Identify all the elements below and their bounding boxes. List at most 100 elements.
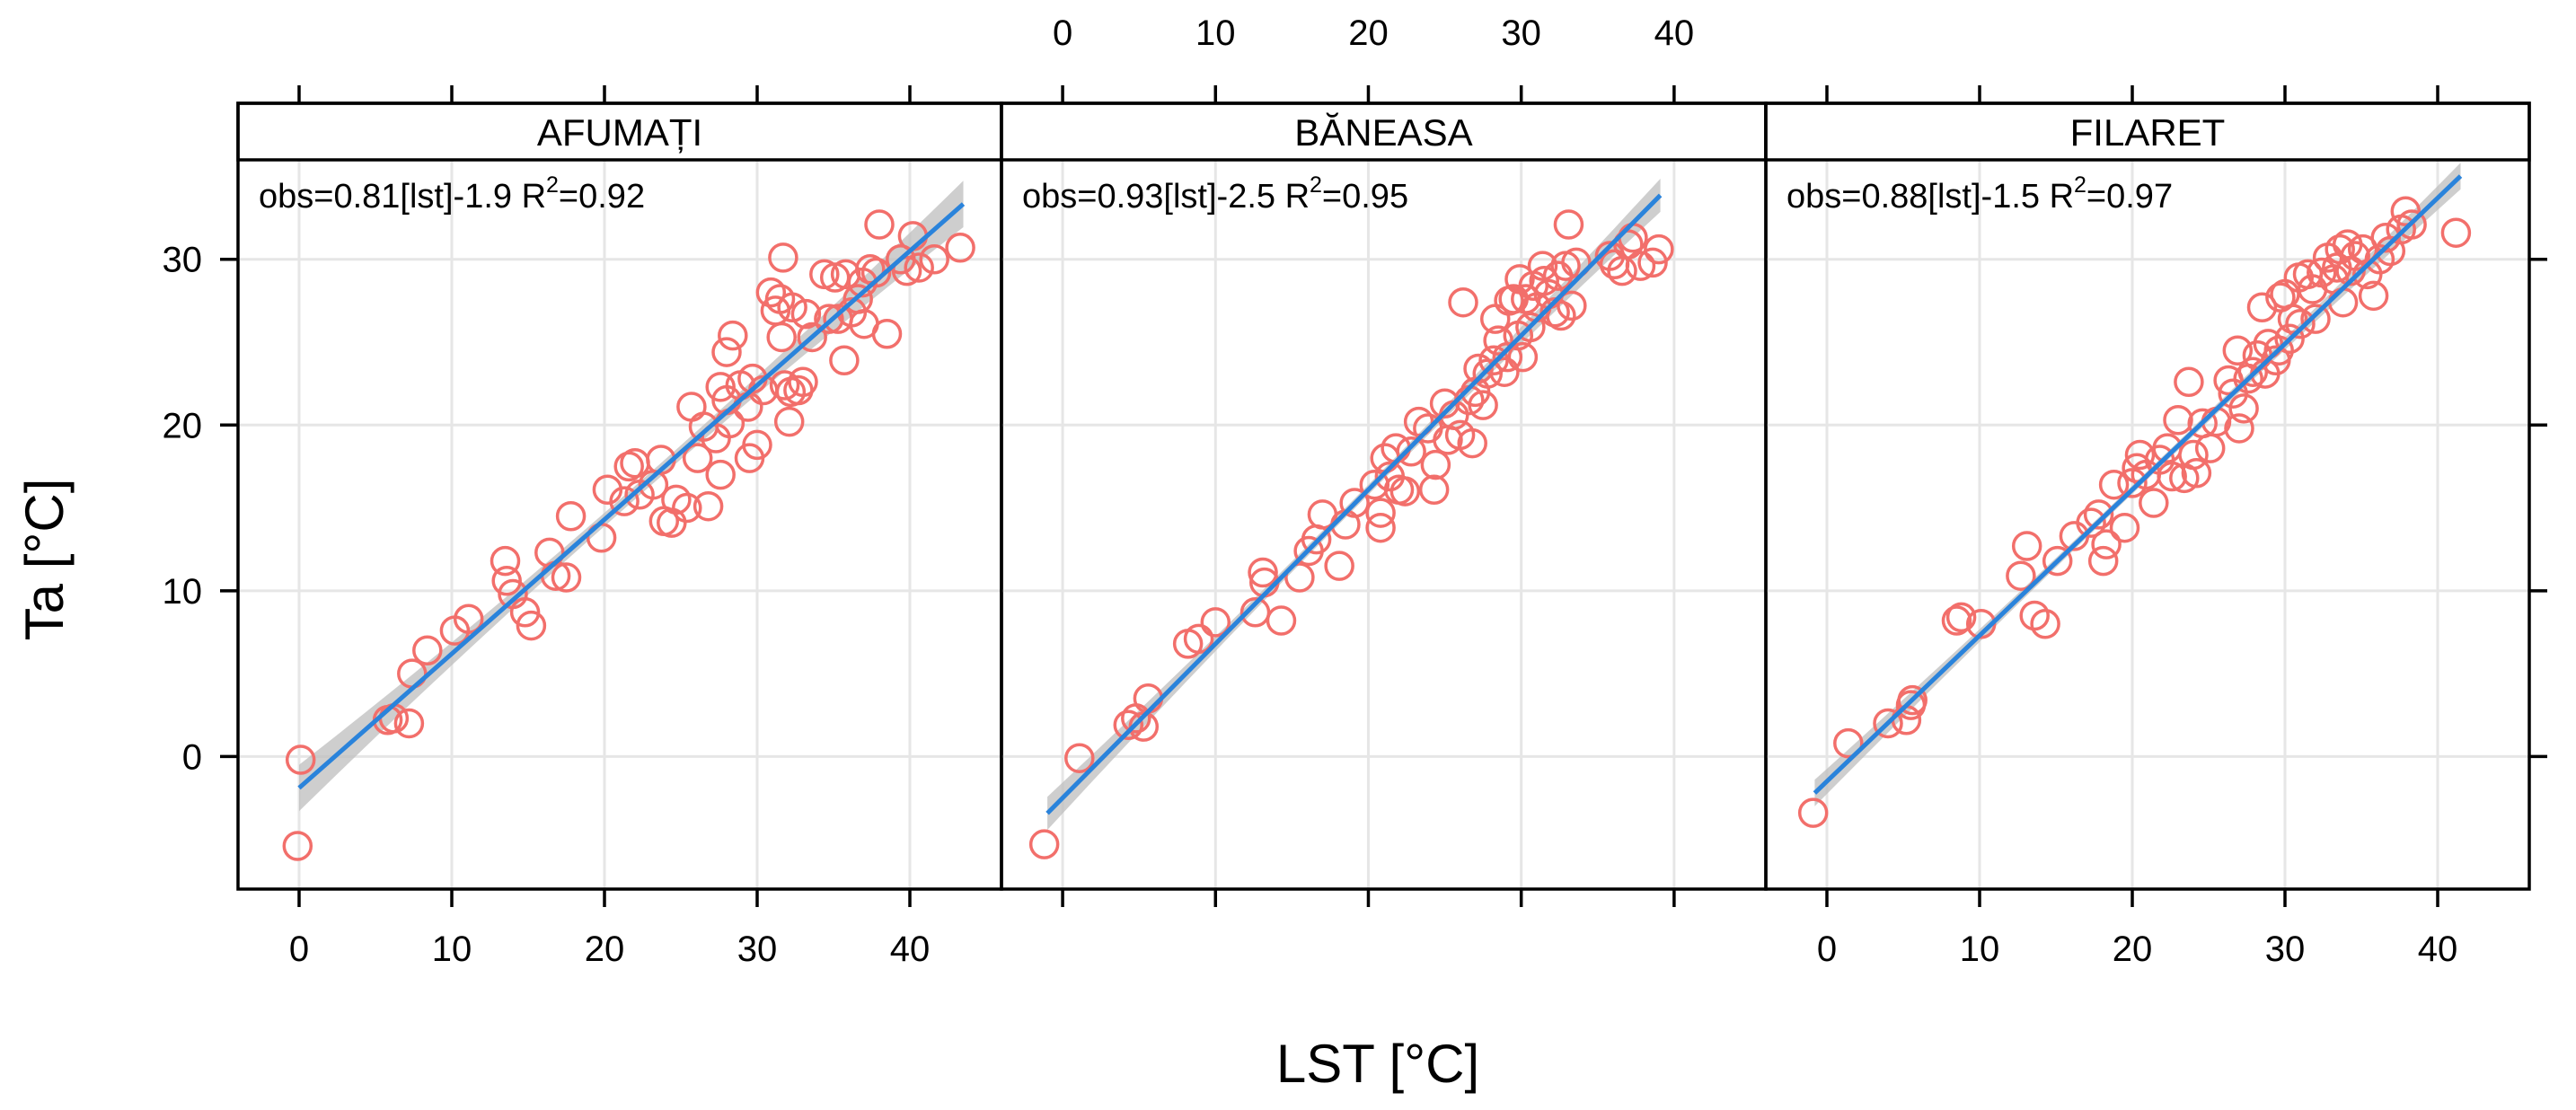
data-point [1797,797,1829,828]
data-point [1483,325,1513,356]
regression-line [297,202,966,790]
data-point [2224,413,2254,444]
data-point [1183,623,1214,655]
data-point [551,562,582,593]
data-point [1468,390,1498,420]
data-point [2139,488,2169,518]
data-point [711,337,742,367]
data-point [788,366,818,398]
data-point [1365,498,1396,528]
data-point [1448,286,1478,318]
x-tick-label: 20 [585,929,625,969]
data-point [490,545,521,577]
data-point [2181,458,2212,489]
x-tick-label-top: 40 [1654,13,1695,53]
r2-superscript: 2 [2074,172,2086,198]
data-point [1457,427,1487,459]
y-axis-title: Ta [°C] [14,479,75,641]
x-tick-label-top: 20 [1348,13,1389,53]
data-point [1561,247,1592,278]
panel-frame [1764,101,2531,891]
data-point [1557,290,1587,322]
data-point [393,708,425,739]
data-point [2124,439,2156,471]
data-point [1945,602,1977,633]
data-point [1546,300,1576,331]
x-tick-label: 0 [289,929,309,969]
data-point [2396,209,2427,240]
data-point [2228,393,2259,424]
data-point [2091,529,2122,559]
data-point [1266,605,1297,636]
data-point [1527,251,1558,281]
data-point [1339,488,1370,518]
data-point [2098,469,2130,500]
y-tick-label: 10 [163,572,203,612]
data-point [2030,608,2060,639]
data-point [1200,607,1231,638]
data-point [1833,727,1864,759]
x-axis-title: LST [°C] [1276,1034,1479,1094]
data-point [705,459,736,490]
panel-title: AFUMAȚI [537,111,702,154]
data-point [769,370,800,401]
data-point [2006,560,2036,591]
x-tick-label: 30 [737,929,778,969]
data-point [755,277,787,308]
data-point [2109,512,2140,543]
data-point [2277,304,2308,334]
data-point [2178,439,2209,471]
y-tick-label: 20 [163,406,203,445]
regression-line [1813,174,2463,795]
data-point [919,243,949,275]
data-point [2390,196,2422,226]
data-point [1420,449,1451,480]
data-point [1529,265,1559,296]
data-point [682,443,713,473]
data-point [777,292,807,322]
r2-superscript: 2 [1310,172,1322,198]
data-point [2274,323,2305,355]
x-tick-label: 10 [432,929,472,969]
panel-1: AFUMAȚI obs=0.81[lst]-1.9 R2=0.92 [236,101,1003,891]
data-point [1028,829,1060,859]
data-point [891,255,922,286]
data-point [453,603,484,634]
data-point [2222,335,2254,366]
data-point [1941,605,1972,636]
data-point [860,257,892,288]
data-point [1897,684,1928,716]
equation-label: obs=0.93[lst]-2.5 R2=0.95 [1022,172,1408,216]
data-point [285,744,316,775]
data-point [1389,476,1421,507]
data-point [1396,436,1426,467]
data-point [613,451,644,482]
x-tick-label-top: 0 [1053,13,1072,53]
x-tick-label: 10 [1960,929,2000,969]
axes: 0 0 0 10 10 10 20 20 20 30 30 30 40 40 40 0 10 20 30 [163,13,2547,969]
data-point [2011,531,2042,561]
data-point [1113,709,1144,741]
data-point [718,320,748,351]
panel-2: BĂNEASA obs=0.93[lst]-2.5 R2=0.95 [1000,101,1768,891]
data-point [790,298,822,330]
data-point [2083,499,2114,530]
data-point [1637,247,1668,278]
data-point [1553,209,1584,240]
x-tick-label-top: 30 [1501,13,1541,53]
data-point [1625,251,1656,281]
data-point [1248,557,1278,588]
data-point [282,831,313,861]
data-point [742,429,772,461]
data-point [609,486,640,516]
x-tick-label: 20 [2113,929,2153,969]
data-point [2300,304,2331,334]
data-point [412,635,443,666]
data-point [2174,366,2204,398]
data-point [2364,243,2395,275]
data-point [1507,341,1539,373]
equation-text: obs=0.93[lst]-2.5 R [1022,178,1310,216]
panel-title: FILARET [2070,111,2226,154]
